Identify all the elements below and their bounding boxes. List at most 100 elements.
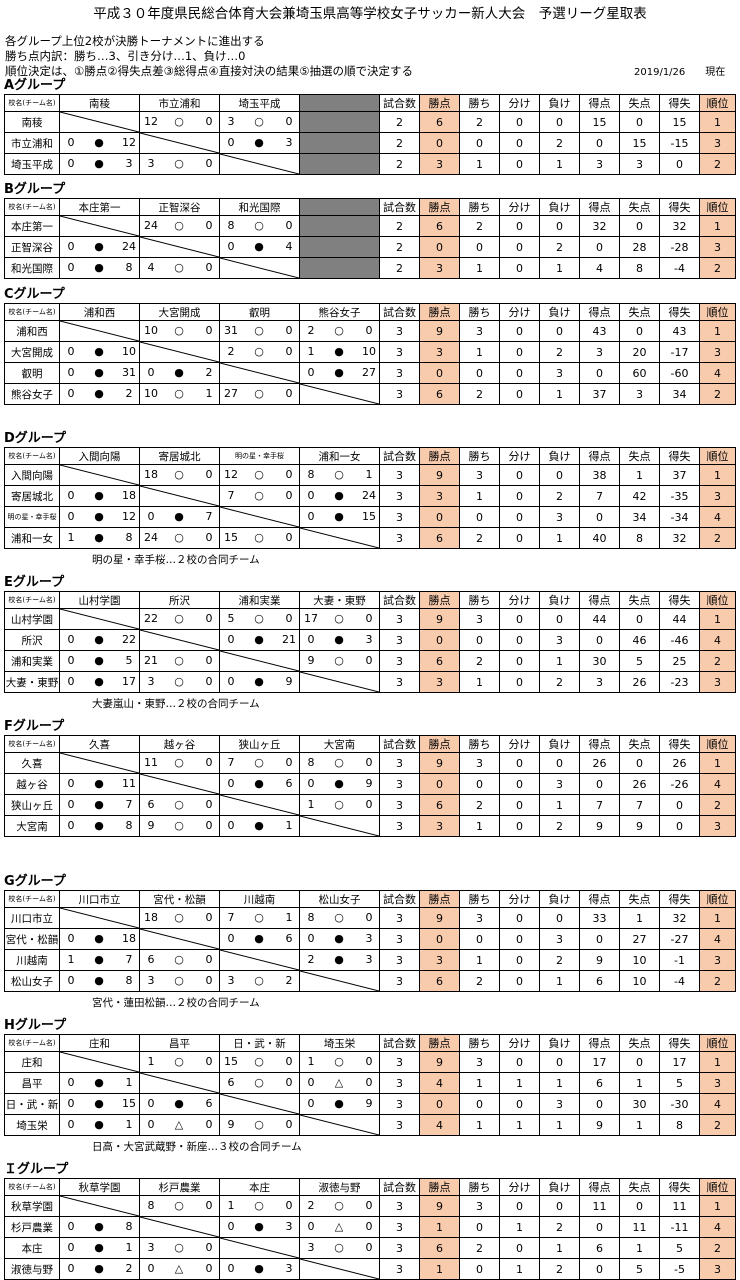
unused-cell	[299, 94, 380, 112]
goals-against: 0	[205, 324, 213, 337]
result-mark: ○	[174, 261, 184, 274]
goals-for: 7	[227, 756, 235, 769]
opponent-header: 浦和一女	[299, 447, 380, 465]
opponent-header: 熊谷女子	[299, 303, 380, 321]
stat-header: 勝点	[419, 94, 460, 112]
goals-for: 7	[227, 911, 235, 924]
stat-value: 0	[499, 949, 540, 971]
stat-header: 勝点	[419, 735, 460, 753]
opponent-header: 浦和西	[59, 303, 140, 321]
goals-for: 0	[227, 777, 235, 790]
goals-against: 15	[122, 1097, 136, 1110]
goals-for: 0	[67, 1220, 75, 1233]
result-mark: ○	[334, 1241, 344, 1254]
match-result: 0 ● 9	[299, 1093, 380, 1115]
result-mark: ○	[254, 219, 264, 232]
goals-against: 31	[122, 366, 136, 379]
stat-value: 11	[659, 1195, 700, 1217]
team-name: 所沢	[4, 629, 60, 651]
stat-value: 15	[619, 132, 660, 154]
self-match-cell	[139, 236, 220, 258]
goals-against: 8	[125, 819, 133, 832]
goals-against: 1	[285, 819, 293, 832]
match-result: 0 ● 6	[219, 928, 300, 950]
opponent-header: 埼玉平成	[219, 94, 300, 112]
stat-value: 4	[419, 1072, 460, 1094]
stat-value: 32	[659, 215, 700, 237]
stat-value: 1	[539, 1237, 580, 1259]
stat-value: 40	[579, 527, 620, 549]
goals-against: 0	[205, 911, 213, 924]
stat-header: 負け	[539, 1034, 580, 1052]
goals-for: 31	[224, 324, 238, 337]
result-mark: ○	[174, 675, 184, 688]
stat-value: 0	[539, 111, 580, 133]
diagonal-line	[220, 363, 299, 383]
stat-header: 分け	[499, 735, 540, 753]
team-row: 狭山ヶ丘 0 ● 7 6 ○ 0 1 ○ 0 3 6 2 0 1 7 7 0 2	[4, 794, 736, 816]
match-result: 12 ○ 0	[139, 111, 220, 133]
team-name: 浦和一女	[4, 527, 60, 549]
stat-value: 2	[379, 257, 420, 279]
goals-for: 0	[67, 1262, 75, 1275]
result-mark: ○	[174, 219, 184, 232]
stat-value: 1	[539, 383, 580, 405]
stat-value: 3	[379, 1258, 420, 1280]
goals-for: 0	[307, 1220, 315, 1233]
result-mark: ○	[254, 1076, 264, 1089]
stat-value: 9	[419, 464, 460, 486]
stat-header: 順位	[699, 735, 736, 753]
goals-against: 9	[365, 1097, 373, 1110]
team-name: 市立浦和	[4, 132, 60, 154]
goals-for: 2	[307, 953, 315, 966]
stat-header: 失点	[619, 94, 660, 112]
goals-for: 0	[67, 489, 75, 502]
match-result: 0 ● 8	[59, 1216, 140, 1238]
self-match-cell	[299, 1114, 380, 1136]
stat-value: 0	[459, 1258, 500, 1280]
stat-value: 2	[379, 153, 420, 175]
stat-value: 3	[699, 236, 736, 258]
match-result: 3 ○ 0	[139, 153, 220, 175]
stat-value: 0	[499, 752, 540, 774]
stat-value: 4	[419, 1114, 460, 1136]
goals-for: 8	[227, 219, 235, 232]
joint-team-note: 明の星・幸手桜…２校の合同チーム	[92, 554, 260, 566]
goals-against: 0	[285, 219, 293, 232]
stat-value: -1	[659, 949, 700, 971]
group-title: Aグループ	[4, 78, 66, 93]
goals-for: 0	[67, 777, 75, 790]
result-mark: ○	[334, 756, 344, 769]
stat-header: 失点	[619, 447, 660, 465]
stat-header: 順位	[699, 303, 736, 321]
opponent-header: 本庄	[219, 1178, 300, 1196]
goals-against: 1	[125, 1076, 133, 1089]
goals-against: 10	[362, 345, 376, 358]
stat-value: 9	[579, 815, 620, 837]
stat-header: 得失	[659, 447, 700, 465]
goals-against: 3	[365, 932, 373, 945]
goals-against: 0	[205, 819, 213, 832]
goals-against: 9	[365, 777, 373, 790]
stat-value: 3	[379, 464, 420, 486]
stat-value: 0	[499, 383, 540, 405]
team-row: 山村学園 22 ○ 0 5 ○ 0 17 ○ 0 3 9 3 0 0 44 0 44 1	[4, 608, 736, 630]
self-match-cell	[299, 1258, 380, 1280]
match-result: 0 △ 0	[299, 1216, 380, 1238]
stat-value: 3	[379, 907, 420, 929]
header-row: 校名(チーム名) 山村学園 所沢 浦和実業 大妻・東野 試合数 勝点 勝ち 分け 負け 得点 失点 得失…	[4, 591, 736, 609]
diagonal-line	[220, 950, 299, 970]
stat-value: 37	[579, 383, 620, 405]
stat-value: 5	[659, 1237, 700, 1259]
goals-against: 15	[362, 510, 376, 523]
stat-value: 9	[579, 1114, 620, 1136]
result-mark: ○	[174, 798, 184, 811]
team-row: 熊谷女子 0 ● 2 10 ○ 1 27 ○ 0 3 6 2 0 1 37 3 34 2	[4, 383, 736, 405]
match-result: 3 ○ 2	[219, 970, 300, 992]
goals-against: 0	[205, 675, 213, 688]
goals-for: 0	[307, 633, 315, 646]
result-mark: ○	[254, 974, 264, 987]
stat-value: 60	[619, 362, 660, 384]
stat-value: -26	[659, 773, 700, 795]
stat-value: 9	[419, 608, 460, 630]
